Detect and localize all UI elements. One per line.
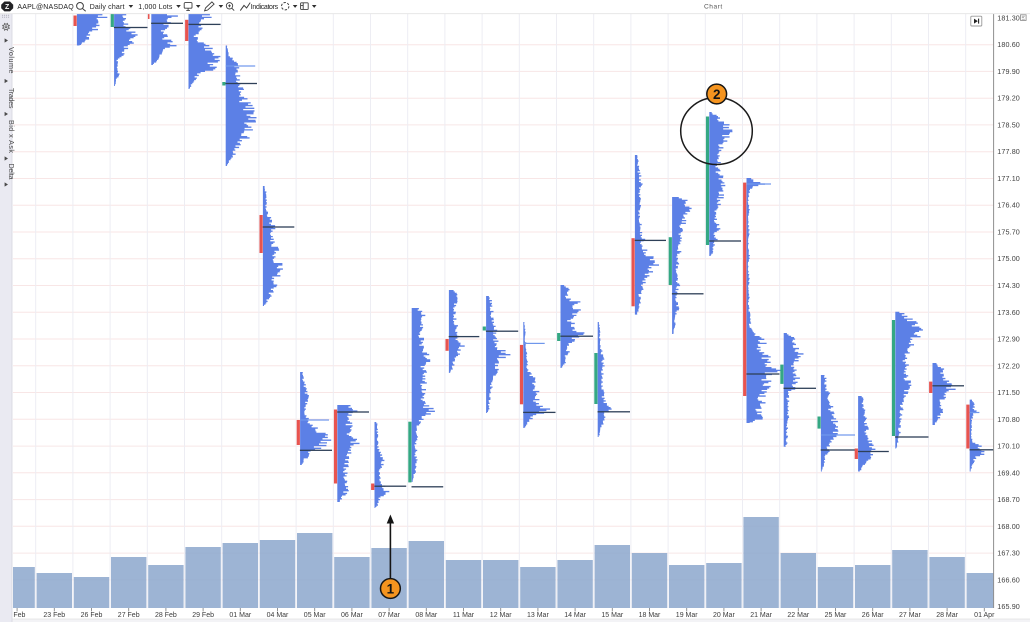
svg-text:1,000 Lots: 1,000 Lots bbox=[138, 4, 173, 11]
svg-text:Z: Z bbox=[5, 4, 10, 11]
svg-text:27 Feb: 27 Feb bbox=[118, 612, 140, 619]
svg-text:172.90: 172.90 bbox=[997, 335, 1020, 344]
svg-text:166.60: 166.60 bbox=[997, 575, 1020, 584]
svg-text:165.90: 165.90 bbox=[997, 602, 1020, 611]
svg-text:179.20: 179.20 bbox=[997, 94, 1020, 103]
svg-text:04 Mar: 04 Mar bbox=[267, 612, 289, 619]
svg-text:172.20: 172.20 bbox=[997, 361, 1020, 370]
svg-text:29 Feb: 29 Feb bbox=[192, 612, 214, 619]
svg-text:01 Mar: 01 Mar bbox=[229, 612, 251, 619]
svg-text:1: 1 bbox=[387, 581, 395, 596]
svg-text:07 Mar: 07 Mar bbox=[378, 612, 400, 619]
svg-text:20 Mar: 20 Mar bbox=[713, 612, 735, 619]
svg-text:12 Mar: 12 Mar bbox=[490, 612, 512, 619]
svg-text:22 Mar: 22 Mar bbox=[787, 612, 809, 619]
svg-text:21 Mar: 21 Mar bbox=[750, 612, 772, 619]
svg-text:171.50: 171.50 bbox=[997, 388, 1020, 397]
svg-text:177.80: 177.80 bbox=[997, 147, 1020, 156]
svg-text:170.80: 170.80 bbox=[997, 415, 1020, 424]
svg-text:168.70: 168.70 bbox=[997, 495, 1020, 504]
svg-text:08 Mar: 08 Mar bbox=[415, 612, 437, 619]
svg-text:2: 2 bbox=[713, 87, 721, 102]
svg-text:25 Mar: 25 Mar bbox=[825, 612, 847, 619]
svg-text:15 Mar: 15 Mar bbox=[601, 612, 623, 619]
svg-text:174.30: 174.30 bbox=[997, 281, 1020, 290]
svg-text:19 Mar: 19 Mar bbox=[676, 612, 698, 619]
svg-text:170.10: 170.10 bbox=[997, 442, 1020, 451]
svg-text:05 Mar: 05 Mar bbox=[304, 612, 326, 619]
svg-text:Trades: Trades bbox=[7, 88, 16, 109]
svg-text:06 Mar: 06 Mar bbox=[341, 612, 363, 619]
svg-text:175.00: 175.00 bbox=[997, 254, 1020, 263]
svg-text:167.30: 167.30 bbox=[997, 549, 1020, 558]
svg-text:179.90: 179.90 bbox=[997, 67, 1020, 76]
svg-text:177.10: 177.10 bbox=[997, 174, 1020, 183]
svg-text:Daily chart: Daily chart bbox=[90, 4, 125, 11]
svg-text:Volume: Volume bbox=[7, 47, 16, 74]
svg-text:Indicators: Indicators bbox=[251, 4, 279, 11]
svg-text:28 Mar: 28 Mar bbox=[936, 612, 958, 619]
svg-text:Bid x Ask: Bid x Ask bbox=[7, 120, 16, 153]
svg-text:22 Feb: 22 Feb bbox=[4, 612, 26, 619]
svg-text:175.70: 175.70 bbox=[997, 228, 1020, 237]
svg-text:28 Feb: 28 Feb bbox=[155, 612, 177, 619]
svg-text:11 Mar: 11 Mar bbox=[453, 612, 475, 619]
svg-text:Delta: Delta bbox=[7, 164, 16, 180]
svg-text:26 Mar: 26 Mar bbox=[862, 612, 884, 619]
svg-text:23 Feb: 23 Feb bbox=[43, 612, 65, 619]
svg-text:173.60: 173.60 bbox=[997, 308, 1020, 317]
svg-text:168.00: 168.00 bbox=[997, 522, 1020, 531]
svg-text:18 Mar: 18 Mar bbox=[639, 612, 661, 619]
svg-text:13 Mar: 13 Mar bbox=[527, 612, 549, 619]
svg-text:01 Apr: 01 Apr bbox=[974, 612, 995, 619]
svg-text:180.60: 180.60 bbox=[997, 40, 1020, 49]
svg-text:27 Mar: 27 Mar bbox=[899, 612, 921, 619]
svg-text:178.50: 178.50 bbox=[997, 120, 1020, 129]
svg-text:169.40: 169.40 bbox=[997, 468, 1020, 477]
svg-text:181.30: 181.30 bbox=[997, 13, 1020, 22]
svg-text:26 Feb: 26 Feb bbox=[81, 612, 103, 619]
svg-text:176.40: 176.40 bbox=[997, 201, 1020, 210]
svg-text:14 Mar: 14 Mar bbox=[564, 612, 586, 619]
svg-text:Chart: Chart bbox=[704, 4, 722, 11]
svg-text:AAPL@NASDAQ: AAPL@NASDAQ bbox=[17, 4, 74, 11]
